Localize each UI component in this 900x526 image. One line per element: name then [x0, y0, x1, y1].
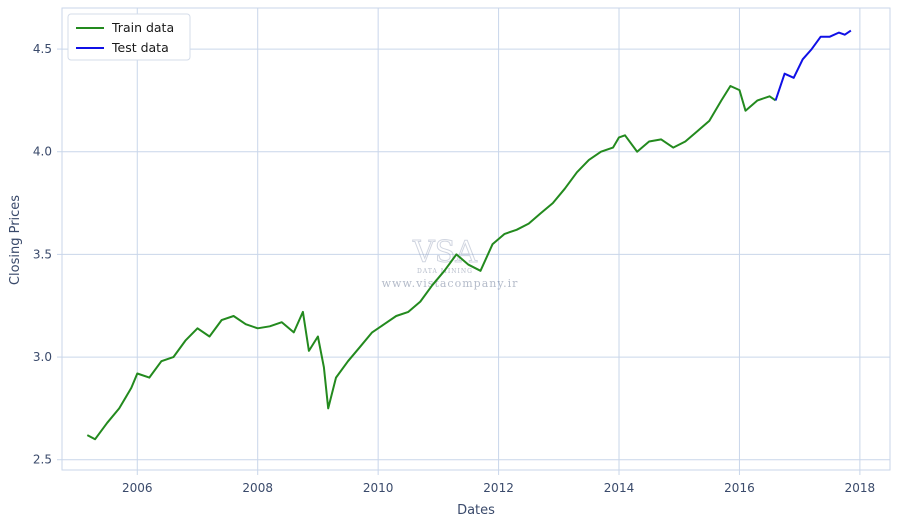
y-tick-label: 3.0 — [33, 350, 52, 364]
grid — [62, 8, 890, 470]
series-line-test — [774, 29, 852, 101]
x-tick-label: 2014 — [604, 481, 635, 495]
x-tick-label: 2018 — [845, 481, 876, 495]
y-tick-label: 2.5 — [33, 453, 52, 467]
x-ticks: 2006 2008 2010 2012 2014 2016 2018 — [122, 470, 875, 495]
plot-area — [61, 7, 891, 471]
x-tick-label: 2012 — [483, 481, 514, 495]
x-tick-label: 2010 — [363, 481, 394, 495]
series-line-train — [86, 85, 777, 441]
x-axis-title: Dates — [457, 503, 495, 518]
y-ticks: 2.5 3.0 3.5 4.0 4.5 — [33, 42, 62, 467]
legend: Train data Test data — [67, 13, 191, 61]
y-tick-label: 4.0 — [33, 145, 52, 159]
y-tick-label: 4.5 — [33, 42, 52, 56]
watermark: VSA DATA MINING www.vistacompany.ir — [382, 235, 519, 291]
y-axis-title: Closing Prices — [8, 195, 23, 285]
x-tick-label: 2008 — [242, 481, 273, 495]
legend-label-test: Test data — [111, 40, 169, 55]
x-tick-label: 2006 — [122, 481, 153, 495]
y-tick-label: 3.5 — [33, 247, 52, 261]
legend-label-train: Train data — [111, 20, 174, 35]
watermark-url: www.vistacompany.ir — [382, 277, 519, 290]
x-tick-label: 2016 — [724, 481, 755, 495]
series-layer — [86, 29, 852, 441]
